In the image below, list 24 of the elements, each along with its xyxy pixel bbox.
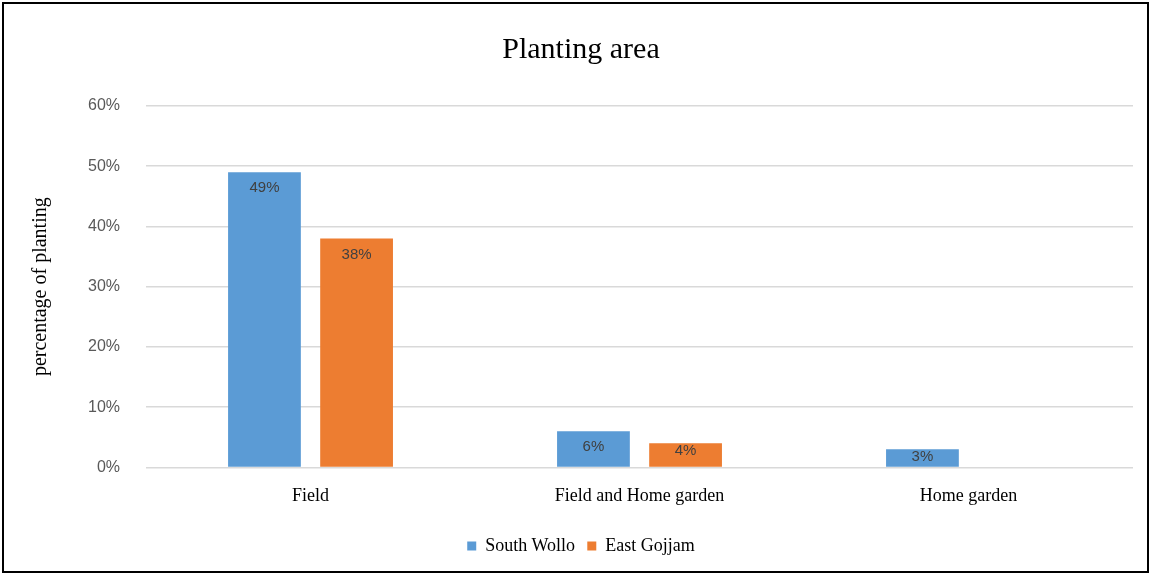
- y-tick-label: 10%: [87, 397, 121, 415]
- data-label: 6%: [582, 437, 605, 455]
- data-label: 3%: [911, 447, 934, 465]
- data-label: 38%: [341, 244, 372, 262]
- y-tick-label: 30%: [87, 277, 121, 295]
- y-axis-title: percentage of planting: [28, 197, 52, 377]
- bar: [320, 238, 393, 467]
- data-label: 4%: [674, 441, 697, 459]
- data-label: 49%: [249, 178, 280, 196]
- x-tick-label: Home garden: [919, 484, 1018, 505]
- y-tick-label: 0%: [96, 457, 121, 475]
- y-tick-label: 20%: [87, 337, 121, 355]
- y-tick-label: 40%: [87, 216, 121, 234]
- bar: [228, 172, 301, 467]
- x-tick-label: Field and Home garden: [554, 484, 725, 505]
- x-tick-label: Field: [292, 484, 330, 505]
- bar: [557, 431, 630, 467]
- chart-title: Planting area: [502, 30, 660, 64]
- legend-label: South Wollo: [485, 534, 575, 555]
- legend-label: East Gojjam: [605, 534, 695, 555]
- bar: [886, 449, 959, 467]
- y-tick-label: 60%: [87, 96, 121, 114]
- y-tick-label: 50%: [87, 156, 121, 174]
- bar: [649, 443, 722, 467]
